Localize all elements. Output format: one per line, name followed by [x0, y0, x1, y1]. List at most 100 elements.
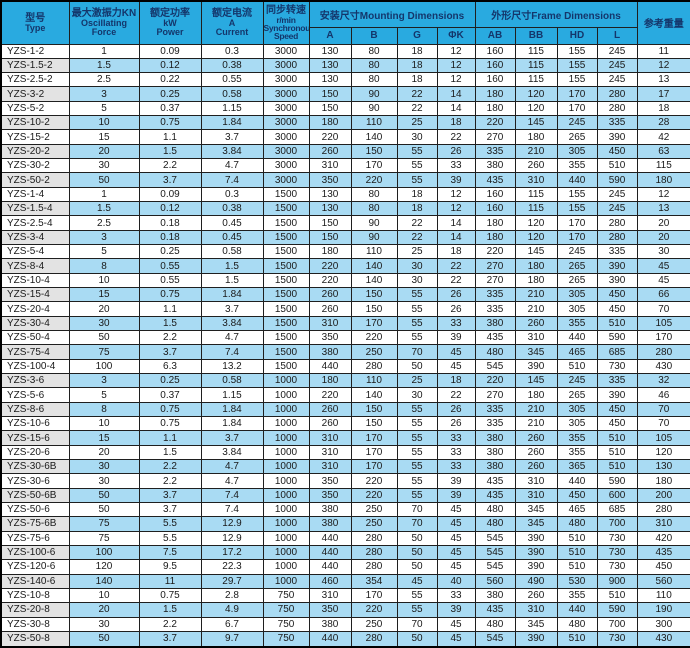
model-cell: YZS-5-4	[0, 244, 70, 260]
value-cell: 220	[474, 244, 516, 260]
value-cell: 750	[262, 630, 310, 648]
value-cell: 7.4	[200, 344, 264, 360]
value-cell: 18	[396, 43, 438, 59]
value-cell: 270	[474, 258, 516, 274]
value-cell: 45	[436, 501, 476, 518]
value-cell: 120	[514, 215, 558, 231]
value-cell: 39	[436, 602, 476, 618]
value-cell: 180	[308, 373, 352, 389]
value-cell: 310	[514, 330, 558, 346]
value-cell: 590	[596, 473, 638, 489]
value-cell: 245	[556, 115, 598, 131]
table-row: YZS-1.5-2 1.5 0.12 0.38 3000 130 80 18 12 160 115 1…	[0, 57, 690, 74]
value-cell: 390	[514, 530, 558, 546]
value-cell: 1.5	[200, 272, 264, 289]
value-cell: 210	[514, 301, 558, 317]
value-cell: 545	[474, 358, 516, 375]
value-cell: 110	[636, 587, 690, 604]
value-cell: 30	[396, 387, 438, 403]
model-cell: YZS-100-6	[0, 544, 70, 561]
value-cell: 140	[68, 573, 140, 589]
value-cell: 0.25	[138, 373, 202, 389]
value-cell: 120	[636, 444, 690, 461]
table-row: YZS-5-2 5 0.37 1.15 3000 150 90 22 14 180 120 170 28…	[0, 100, 690, 117]
value-cell: 22	[436, 387, 476, 403]
value-cell: 210	[514, 287, 558, 303]
value-cell: 3000	[262, 100, 310, 117]
value-cell: 685	[596, 501, 638, 518]
value-cell: 0.12	[138, 201, 202, 217]
value-cell: 1500	[262, 287, 310, 303]
value-cell: 265	[556, 258, 598, 274]
value-cell: 390	[514, 630, 558, 648]
value-cell: 380	[474, 315, 516, 332]
model-cell: YZS-50-4	[0, 330, 70, 346]
value-cell: 8	[68, 401, 140, 418]
value-cell: 105	[636, 315, 690, 332]
value-cell: 70	[396, 501, 438, 518]
header-dim-ab: AB	[474, 26, 516, 45]
value-cell: 355	[556, 444, 598, 461]
value-cell: 30	[396, 129, 438, 145]
value-cell: 250	[350, 501, 398, 518]
value-cell: 4.7	[200, 473, 264, 489]
value-cell: 1.5	[68, 57, 140, 74]
value-cell: 310	[514, 602, 558, 618]
value-cell: 1000	[262, 387, 310, 403]
value-cell: 155	[556, 43, 598, 59]
value-cell: 0.3	[200, 43, 264, 59]
value-cell: 0.45	[200, 229, 264, 246]
value-cell: 45	[396, 573, 438, 589]
value-cell: 380	[308, 501, 352, 518]
value-cell: 440	[556, 473, 598, 489]
value-cell: 510	[556, 358, 598, 375]
value-cell: 40	[436, 573, 476, 589]
value-cell: 25	[396, 373, 438, 389]
value-cell: 1500	[262, 244, 310, 260]
value-cell: 150	[308, 215, 352, 231]
header-dim-phik: ΦK	[436, 26, 476, 45]
value-cell: 55	[396, 143, 438, 160]
value-cell: 1.5	[138, 315, 202, 332]
value-cell: 0.58	[200, 244, 264, 260]
value-cell: 170	[556, 100, 598, 117]
value-cell: 260	[514, 459, 558, 475]
value-cell: 510	[556, 630, 598, 648]
value-cell: 380	[474, 459, 516, 475]
table-row: YZS-75-6B 75 5.5 12.9 1000 380 250 70 45 480 345 48…	[0, 516, 690, 532]
header-type-en: Type	[25, 22, 46, 33]
model-cell: YZS-10-4	[0, 272, 70, 289]
header-speed: 同步转速 r/min Synchronous Speed	[262, 0, 310, 45]
value-cell: 280	[596, 229, 638, 246]
value-cell: 685	[596, 344, 638, 360]
model-cell: YZS-2.5-2	[0, 72, 70, 88]
value-cell: 120	[514, 229, 558, 246]
value-cell: 140	[350, 129, 398, 145]
value-cell: 55	[396, 172, 438, 188]
header-dim-a: A	[308, 26, 352, 45]
value-cell: 55	[396, 430, 438, 446]
value-cell: 310	[308, 158, 352, 174]
header-mounting-dimensions: 安装尺寸Mounting Dimensions	[308, 0, 476, 28]
value-cell: 28	[636, 115, 690, 131]
table-row: YZS-120-6 120 9.5 22.3 1000 440 280 50 45 545 390 5…	[0, 559, 690, 575]
value-cell: 18	[636, 100, 690, 117]
value-cell: 730	[596, 630, 638, 648]
value-cell: 355	[556, 587, 598, 604]
value-cell: 590	[596, 330, 638, 346]
value-cell: 45	[436, 616, 476, 632]
model-cell: YZS-15-2	[0, 129, 70, 145]
value-cell: 33	[436, 459, 476, 475]
value-cell: 50	[396, 358, 438, 375]
value-cell: 435	[474, 487, 516, 504]
value-cell: 3000	[262, 43, 310, 59]
value-cell: 170	[556, 86, 598, 102]
value-cell: 350	[308, 172, 352, 188]
value-cell: 8	[68, 258, 140, 274]
value-cell: 30	[68, 315, 140, 332]
value-cell: 150	[350, 287, 398, 303]
table-header: 型号 Type 最大激振力KN Oscillating Force 额定功率 k…	[0, 0, 690, 45]
value-cell: 29.7	[200, 573, 264, 589]
table-row: YZS-100-6 100 7.5 17.2 1000 440 280 50 45 545 390 5…	[0, 544, 690, 561]
value-cell: 4.7	[200, 158, 264, 174]
